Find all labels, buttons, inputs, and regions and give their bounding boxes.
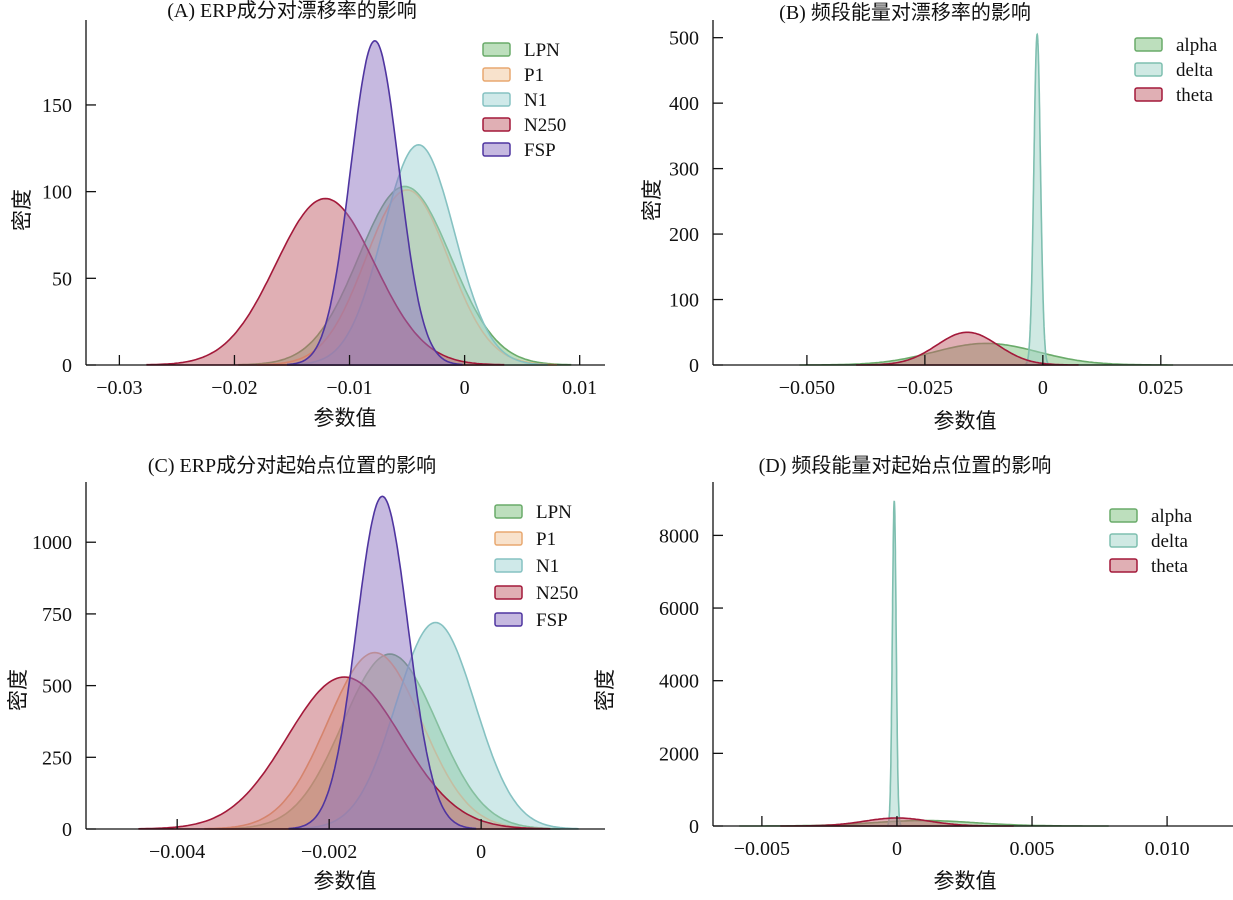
- legend-label: LPN: [524, 40, 560, 61]
- x-axis-label: 参数值: [314, 869, 377, 893]
- legend-label: N1: [536, 556, 559, 577]
- y-tick-label: 50: [52, 268, 72, 290]
- chart-title: (D) 频段能量对起始点位置的影响: [759, 454, 1052, 477]
- y-tick-label: 1000: [32, 532, 72, 554]
- density-fsp: [288, 495, 477, 830]
- y-axis-label: 密度: [6, 669, 30, 711]
- x-tick-label: −0.02: [211, 377, 257, 399]
- x-tick-label: −0.025: [897, 377, 953, 399]
- y-tick-label: 200: [669, 224, 699, 246]
- y-tick-label: 6000: [659, 598, 699, 620]
- legend-swatch: [494, 585, 523, 600]
- legend-label: delta: [1176, 60, 1213, 81]
- density-n250: [146, 197, 505, 366]
- legend-swatch: [1134, 87, 1163, 102]
- legend-swatch: [1134, 37, 1163, 52]
- y-axis-label: 密度: [10, 189, 34, 231]
- legend-label: N1: [524, 90, 547, 111]
- y-tick-label: 250: [42, 747, 72, 769]
- panel-d: −0.005 0 0.005 0.010 0 2000 4000 6000 8000 (D) 频段…: [593, 454, 1233, 893]
- y-tick-label: 2000: [659, 743, 699, 765]
- legend-label: LPN: [536, 502, 572, 523]
- panel-a: −0.03 −0.02 −0.01 0 0.01 0 50 100 150 (A) ERP成分对漂…: [10, 0, 605, 430]
- legend-swatch: [1109, 558, 1138, 573]
- legend-label: FSP: [536, 610, 568, 631]
- legend-swatch: [494, 504, 523, 519]
- x-tick-label: 0.01: [562, 377, 597, 399]
- legend-swatch: [494, 531, 523, 546]
- x-tick-label: 0.025: [1138, 377, 1183, 399]
- y-tick-label: 100: [42, 182, 72, 204]
- legend-label: theta: [1176, 85, 1213, 106]
- legend-swatch: [482, 142, 511, 157]
- x-tick-label: 0: [892, 838, 902, 860]
- x-tick-label: 0: [1038, 377, 1048, 399]
- y-tick-label: 500: [669, 28, 699, 50]
- y-tick-label: 0: [62, 355, 72, 377]
- y-tick-label: 8000: [659, 525, 699, 547]
- x-axis-label: 参数值: [934, 409, 997, 433]
- y-tick-label: 0: [62, 819, 72, 841]
- legend-label: FSP: [524, 140, 556, 161]
- x-tick-label: −0.002: [301, 841, 357, 863]
- chart-title: (A) ERP成分对漂移率的影响: [167, 0, 416, 22]
- y-tick-label: 4000: [659, 671, 699, 693]
- legend-swatch: [1109, 533, 1138, 548]
- x-tick-label: −0.004: [149, 841, 205, 863]
- x-tick-label: −0.005: [734, 838, 790, 860]
- y-tick-label: 150: [42, 95, 72, 117]
- legend: LPN P1 N1 N250 FSP: [482, 40, 566, 161]
- y-axis-label: 密度: [640, 179, 664, 221]
- legend: alpha delta theta: [1134, 35, 1218, 106]
- y-tick-label: 750: [42, 604, 72, 626]
- x-tick-label: 0.010: [1145, 838, 1190, 860]
- x-tick-label: −0.01: [326, 377, 372, 399]
- x-tick-label: 0.005: [1010, 838, 1055, 860]
- legend-swatch: [1134, 62, 1163, 77]
- y-tick-label: 500: [42, 676, 72, 698]
- y-axis-label: 密度: [593, 669, 617, 711]
- y-tick-label: 0: [689, 355, 699, 377]
- legend-swatch: [494, 612, 523, 627]
- legend-label: N250: [524, 115, 566, 136]
- legend-label: delta: [1151, 531, 1188, 552]
- legend-swatch: [482, 42, 511, 57]
- y-tick-label: 300: [669, 159, 699, 181]
- legend-swatch: [494, 558, 523, 573]
- legend-swatch: [1109, 508, 1138, 523]
- legend: LPN P1 N1 N250 FSP: [494, 502, 578, 631]
- x-axis-label: 参数值: [934, 869, 997, 893]
- y-tick-label: 0: [689, 816, 699, 838]
- legend-label: N250: [536, 583, 578, 604]
- density-delta: [1024, 32, 1050, 366]
- y-tick-label: 400: [669, 93, 699, 115]
- panel-b: −0.050 −0.025 0 0.025 0 100 200 300 400 500 (B) 频段…: [640, 1, 1233, 433]
- legend-label: alpha: [1176, 35, 1218, 56]
- legend-swatch: [482, 92, 511, 107]
- y-tick-label: 100: [669, 290, 699, 312]
- legend-label: P1: [524, 65, 544, 86]
- legend-label: P1: [536, 529, 556, 550]
- x-axis-label: 参数值: [314, 406, 377, 430]
- chart-title: (B) 频段能量对漂移率的影响: [779, 1, 1031, 24]
- legend-label: theta: [1151, 556, 1188, 577]
- chart-title: (C) ERP成分对起始点位置的影响: [148, 454, 436, 477]
- legend-swatch: [482, 67, 511, 82]
- legend-swatch: [482, 117, 511, 132]
- density-delta: [886, 500, 902, 827]
- x-tick-label: 0: [460, 377, 470, 399]
- x-tick-label: 0: [476, 841, 486, 863]
- legend-label: alpha: [1151, 506, 1193, 527]
- x-tick-label: −0.03: [96, 377, 142, 399]
- legend: alpha delta theta: [1109, 506, 1193, 577]
- density-fsp: [287, 39, 463, 366]
- panel-c: −0.004 −0.002 0 0 250 500 750 1000 (C) ERP成分对起始点…: [6, 454, 605, 893]
- x-tick-label: −0.050: [779, 377, 835, 399]
